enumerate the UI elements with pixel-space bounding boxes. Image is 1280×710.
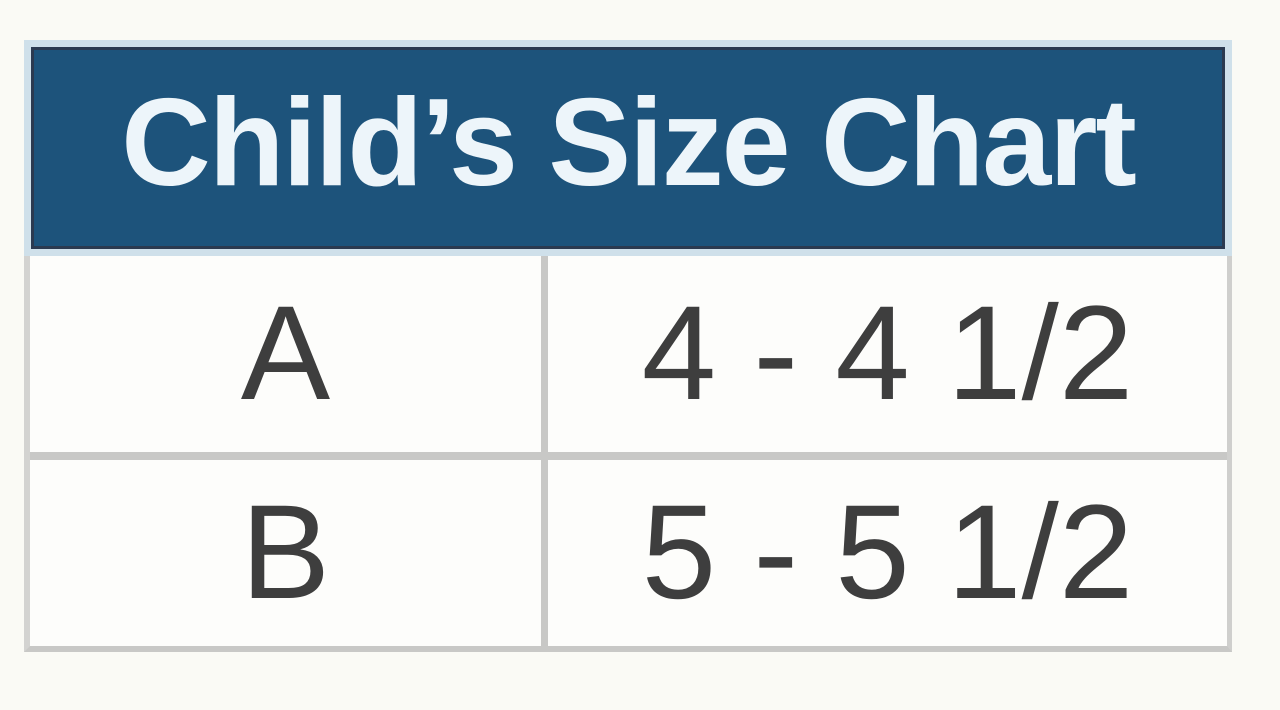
size-chart-table: Child’s Size Chart A 4 - 4 1/2 B 5 - 5 1… xyxy=(24,40,1232,652)
table-header-bar: Child’s Size Chart xyxy=(31,47,1225,249)
table-header: Child’s Size Chart xyxy=(24,40,1232,256)
cell-row1-size-range: 4 - 4 1/2 xyxy=(548,256,1227,460)
cell-row2-size-range: 5 - 5 1/2 xyxy=(641,478,1134,627)
cell-row2-size-label: B xyxy=(30,460,548,646)
cell-row1-size-label: A xyxy=(30,256,548,460)
table-body: A 4 - 4 1/2 B 5 - 5 1/2 xyxy=(24,256,1232,652)
table-title: Child’s Size Chart xyxy=(121,74,1137,212)
